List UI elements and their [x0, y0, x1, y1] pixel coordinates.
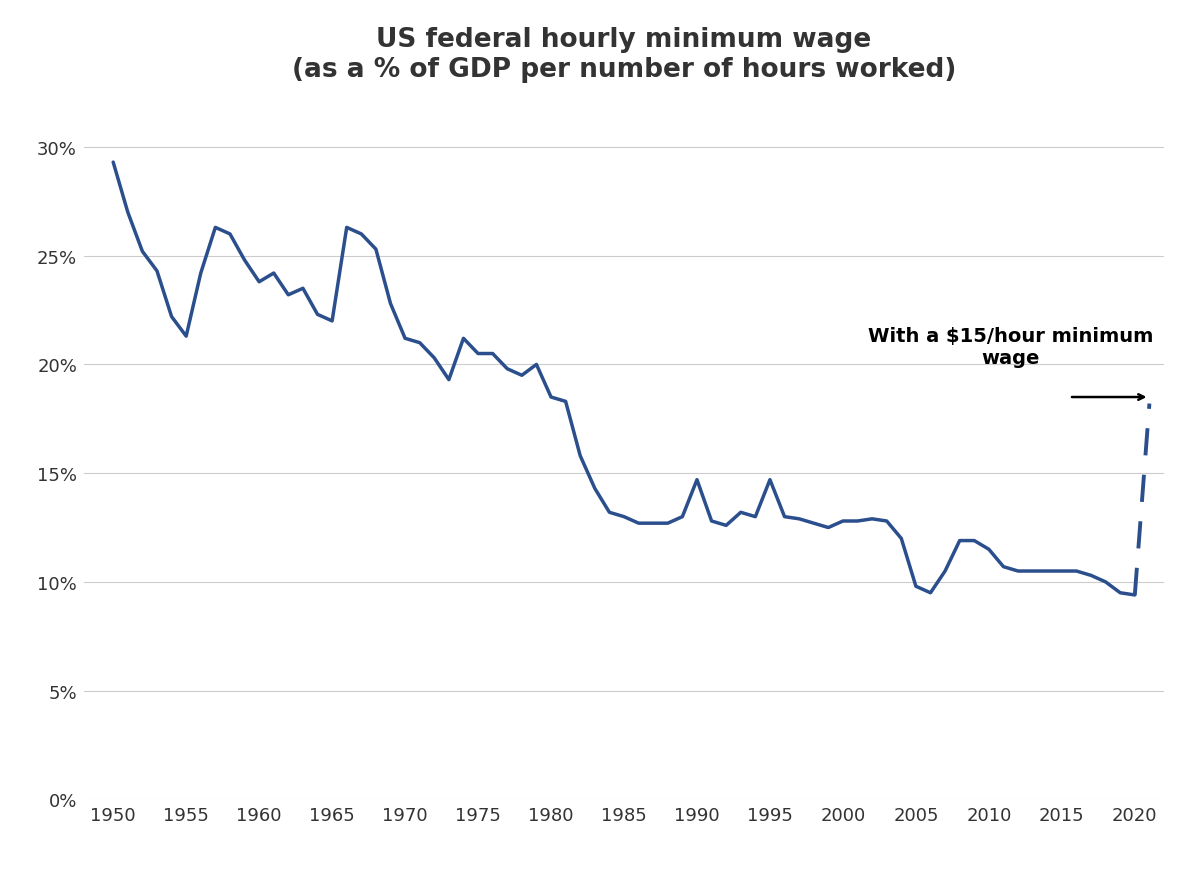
Title: US federal hourly minimum wage
(as a % of GDP per number of hours worked): US federal hourly minimum wage (as a % o… — [292, 27, 956, 83]
Text: With a $15/hour minimum
wage: With a $15/hour minimum wage — [868, 327, 1153, 368]
